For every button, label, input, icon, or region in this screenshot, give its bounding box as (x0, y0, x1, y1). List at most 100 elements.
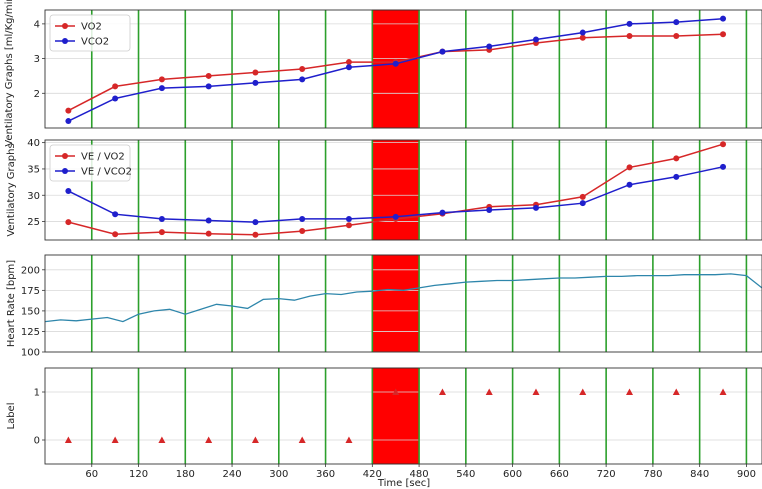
label-marker (158, 436, 166, 443)
data-point (579, 200, 586, 207)
data-point (299, 66, 306, 72)
y-tick-label: 175 (21, 286, 40, 297)
data-point (65, 188, 72, 195)
data-point (720, 15, 727, 22)
data-point (65, 219, 72, 226)
legend-box (49, 14, 131, 52)
legend-marker (62, 153, 68, 159)
data-point (205, 217, 212, 224)
legend-box (49, 144, 131, 182)
label-marker (251, 436, 259, 443)
y-tick-label: 30 (27, 191, 40, 202)
data-point (252, 219, 259, 226)
label-marker (64, 436, 72, 443)
data-point (65, 118, 72, 125)
data-point (252, 79, 259, 86)
x-tick-label: 780 (643, 469, 662, 480)
data-point (158, 215, 165, 222)
data-point (673, 155, 680, 162)
data-point (205, 83, 212, 90)
x-tick-label: 360 (316, 469, 335, 480)
data-point (299, 76, 306, 83)
axes-frame (44, 9, 762, 129)
y-tick-label: 3 (34, 54, 40, 65)
y-tick-label: 2 (34, 89, 40, 100)
y-tick-label: 40 (27, 138, 40, 149)
data-point (345, 64, 352, 71)
legend-entry: VE / VO2 (81, 152, 125, 163)
highlight-region (371, 367, 420, 465)
label-marker (579, 388, 587, 395)
data-point (345, 215, 352, 222)
highlight-region (371, 254, 420, 353)
data-point (112, 83, 119, 90)
label-marker (298, 436, 306, 443)
highlight-region (371, 139, 420, 241)
data-point (626, 181, 633, 188)
y-tick-label: 100 (21, 348, 40, 359)
data-point (579, 34, 586, 41)
x-tick-label: 120 (129, 469, 148, 480)
series-line (44, 273, 762, 323)
y-axis-label: Label (6, 403, 17, 430)
x-tick-label: 660 (550, 469, 569, 480)
label-marker (672, 388, 680, 395)
y-tick-label: 4 (34, 19, 40, 30)
data-point (673, 33, 680, 40)
data-point (673, 173, 680, 180)
x-tick-label: 840 (690, 469, 709, 480)
data-point (626, 164, 633, 171)
data-point (720, 163, 727, 170)
data-point (532, 204, 539, 211)
y-tick-label: 150 (21, 306, 40, 317)
y-tick-label: 200 (21, 265, 40, 276)
legend-marker (62, 168, 68, 174)
frame-layer (42, 9, 762, 467)
data-point (205, 230, 212, 237)
data-point (532, 36, 539, 43)
data-point (626, 20, 633, 27)
data-point (158, 85, 165, 92)
data-point (392, 60, 399, 67)
highlight-layer (371, 9, 420, 465)
data-point (486, 43, 493, 50)
data-point (579, 29, 586, 36)
legend-entry: VO2 (81, 22, 102, 33)
label-marker (485, 388, 493, 395)
x-tick-label: 720 (597, 469, 616, 480)
data-point (299, 228, 306, 235)
data-point (158, 76, 165, 83)
x-tick-label: 240 (222, 469, 241, 480)
data-point (112, 95, 119, 102)
label-marker (626, 388, 634, 395)
data-point (345, 59, 352, 66)
label-marker (438, 388, 446, 395)
data-point (486, 207, 493, 213)
x-tick-label: 480 (410, 469, 429, 480)
data-point (720, 31, 727, 38)
data-point (252, 69, 259, 76)
axes-frame (44, 254, 762, 353)
text-layer: 2 3 4 Ventilatory Graphs [ml/Kg/min] VO2 VCO2… (4, 0, 756, 480)
data-point (579, 193, 586, 200)
data-point (345, 222, 352, 229)
label-marker (392, 388, 400, 395)
y-tick-label: 35 (27, 164, 40, 175)
legend-marker (62, 23, 68, 29)
data-point (65, 107, 72, 114)
data-point (112, 231, 119, 238)
x-tick-label: 180 (176, 469, 195, 480)
label-marker (532, 388, 540, 395)
y-axis-label: Ventilatory Graphs (6, 143, 17, 236)
data-point (252, 231, 259, 238)
data-point (673, 19, 680, 26)
x-tick-label: 600 (503, 469, 522, 480)
data-point (299, 215, 306, 222)
y-tick-label: 25 (27, 217, 40, 228)
data-point (439, 48, 446, 55)
axes-frame (44, 367, 762, 465)
label-marker (345, 436, 353, 443)
axes-frame (44, 139, 762, 241)
data-point (439, 209, 446, 216)
